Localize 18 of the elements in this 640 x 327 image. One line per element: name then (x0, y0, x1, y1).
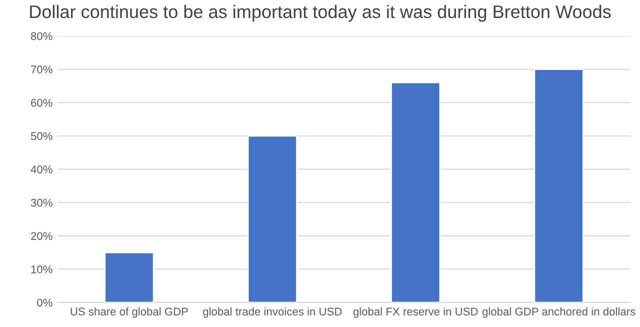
y-tick-label: 50% (30, 132, 52, 140)
x-tick-label: US share of global GDP (70, 307, 188, 318)
bar (247, 135, 298, 302)
y-tick-label: 40% (30, 165, 52, 174)
x-tick-label: global FX reserve in USD (353, 307, 478, 318)
y-tick-label: 80% (30, 32, 52, 40)
bar (390, 82, 441, 302)
y-tick-label: 30% (30, 198, 52, 207)
y-tick-label: 70% (31, 66, 52, 74)
y-tick-label: 0% (37, 298, 52, 307)
y-tick-label: 60% (31, 98, 52, 107)
y-tick-label: 20% (31, 232, 52, 240)
chart-title: Dollar continues to be as important today as it was during Bretton Woods (30, 4, 611, 22)
bar (104, 252, 154, 302)
bar (534, 68, 584, 302)
y-tick-label: 10% (31, 265, 52, 274)
x-tick-label: global GDP anchored in dollars (482, 307, 636, 318)
x-tick-label: global trade invoices in USD (203, 307, 342, 318)
